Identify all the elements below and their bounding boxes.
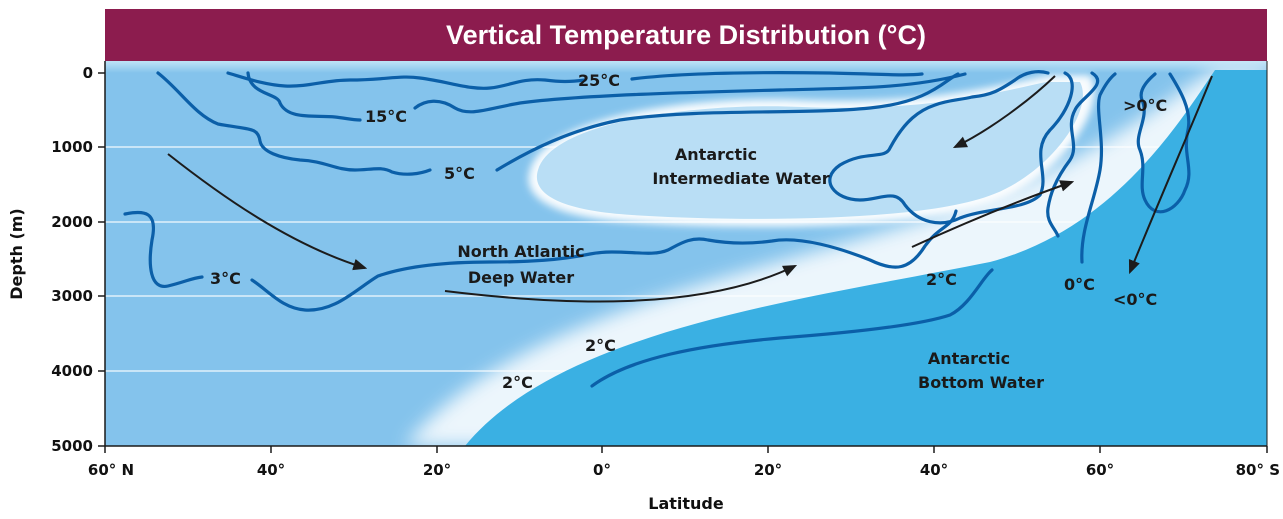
antarctic-intermediate-water <box>536 82 1083 219</box>
x-tick-label: 0° <box>593 461 611 479</box>
aaiw-label-line2: Intermediate Water <box>652 169 829 188</box>
isotherm-label-3c: 3°C <box>210 269 241 288</box>
nadw-southward-arrow <box>444 264 798 303</box>
x-tick-label: 40° <box>257 461 285 479</box>
nadw-label-line2: Deep Water <box>468 268 574 287</box>
aabw-sinking-arrow <box>1128 75 1213 275</box>
plot-area: 25°C 15°C 5°C 3°C 2°C 2°C 2°C 0°C >0°C <… <box>105 61 1267 446</box>
aaiw-sinking-arrow <box>952 75 1056 149</box>
isotherm-label-2c-upper: 2°C <box>585 336 616 355</box>
isotherm-label-15c: 15°C <box>365 107 407 126</box>
isotherm-15c-1 <box>246 71 362 122</box>
isotherm-3c-main <box>250 209 958 312</box>
y-tick-label: 0 <box>83 64 93 82</box>
isotherm-label-0c: 0°C <box>1064 275 1095 294</box>
aaiw-label-line1: Antarctic <box>675 145 757 164</box>
isotherm-label-below0c: <0°C <box>1113 290 1157 309</box>
y-tick-label: 3000 <box>51 287 93 305</box>
isotherm-above0c <box>1136 72 1191 214</box>
isotherm-25c-2 <box>630 71 924 81</box>
isotherm-25c-1 <box>226 71 587 90</box>
isotherm-0c <box>1080 72 1117 264</box>
isotherm-label-25c: 25°C <box>578 71 620 90</box>
nadw-label-line1: North Atlantic <box>457 242 584 261</box>
y-tick-label: 1000 <box>51 138 93 156</box>
x-tick-label: 20° <box>754 461 782 479</box>
x-axis-ticks: 60° N 40° 20° 0° 20° 40° 60° 80° S <box>88 446 1280 479</box>
isotherm-5c-2 <box>495 72 960 172</box>
isotherm-label-2c-nadw: 2°C <box>926 270 957 289</box>
y-tick-label: 5000 <box>51 437 93 455</box>
y-tick-label: 4000 <box>51 362 93 380</box>
y-axis-title: Depth (m) <box>7 208 26 300</box>
y-axis-ticks: 0 1000 2000 3000 4000 5000 <box>51 64 105 455</box>
nadw-sinking-arrow <box>167 153 368 271</box>
x-tick-label: 20° <box>423 461 451 479</box>
isotherm-2c-slope <box>1046 71 1100 238</box>
isotherm-2c-bottom <box>590 268 994 388</box>
antarctic-bottom-water <box>465 70 1267 446</box>
aabw-label-line2: Bottom Water <box>918 373 1044 392</box>
diagram-title: Vertical Temperature Distribution (°C) <box>446 20 926 50</box>
isotherm-3c-left <box>123 210 204 288</box>
title-bar <box>105 9 1267 61</box>
x-axis-title: Latitude <box>648 494 724 513</box>
isotherm-2c-nadw <box>828 70 1074 225</box>
y-tick-label: 2000 <box>51 213 93 231</box>
x-tick-label: 60° <box>1086 461 1114 479</box>
aabw-label-line1: Antarctic <box>928 349 1010 368</box>
isotherm-label-above0c: >0°C <box>1123 96 1167 115</box>
isotherm-15c-2 <box>413 72 967 114</box>
isotherm-label-5c: 5°C <box>444 164 475 183</box>
isotherm-label-2c-lower: 2°C <box>502 373 533 392</box>
isotherm-5c-1 <box>156 71 432 176</box>
aaiw-upwelling-arrow <box>911 180 1075 248</box>
x-tick-label: 80° S <box>1236 461 1280 479</box>
surface-layer <box>105 61 1267 73</box>
x-tick-label: 60° N <box>88 461 134 479</box>
x-tick-label: 40° <box>920 461 948 479</box>
